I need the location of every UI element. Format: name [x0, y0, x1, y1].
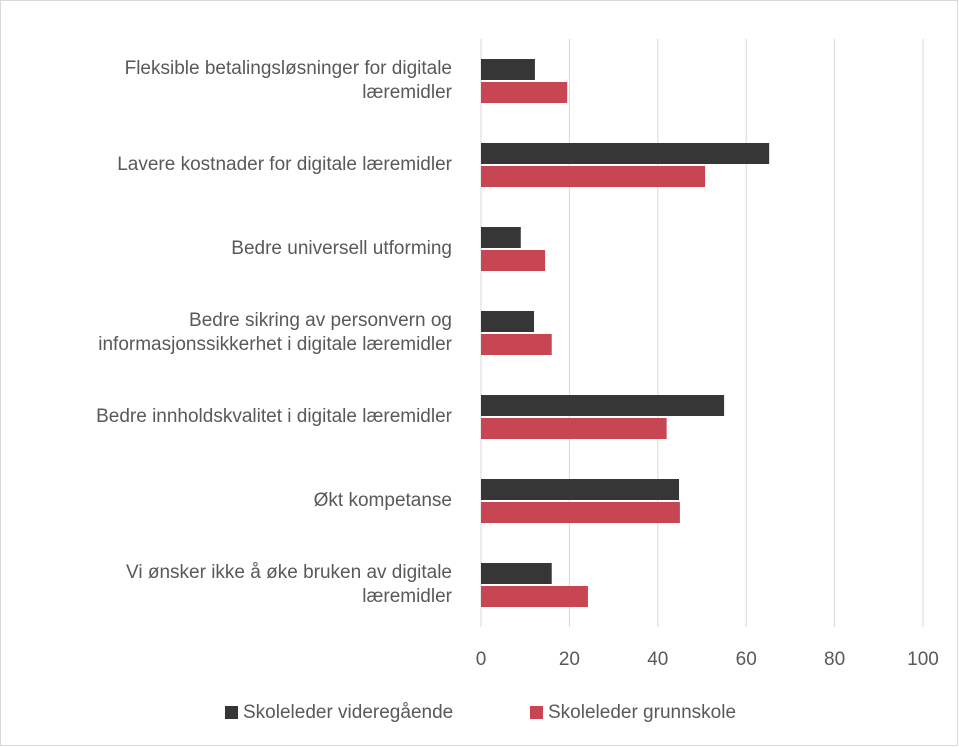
y-tick-label: Vi ønsker ikke å øke bruken av digitale l…	[126, 562, 453, 607]
bar	[481, 502, 680, 523]
y-tick-label: Bedre universell utforming	[231, 238, 452, 259]
legend-label: Skoleleder grunnskole	[548, 702, 736, 723]
bar	[481, 250, 546, 271]
bar	[481, 227, 521, 248]
y-tick-label: Bedre innholdskvalitet i digitale læremi…	[96, 406, 453, 427]
y-tick-label: Fleksible betalingsløsninger for digital…	[125, 58, 453, 103]
x-tick-label: 100	[907, 649, 939, 670]
x-tick-label: 40	[647, 649, 668, 670]
x-tick-label: 60	[736, 649, 757, 670]
x-tick-label: 20	[559, 649, 580, 670]
y-tick-label: Bedre sikring av personvern og informasjo…	[98, 310, 452, 355]
bar	[481, 395, 725, 416]
y-tick-label: Lavere kostnader for digitale læremidler	[117, 154, 452, 175]
bar	[481, 82, 568, 103]
bar	[481, 479, 680, 500]
bar	[481, 586, 588, 607]
legend-label: Skoleleder videregående	[243, 702, 453, 723]
bar	[481, 59, 535, 80]
x-tick-label: 0	[476, 649, 487, 670]
bar	[481, 166, 706, 187]
legend-swatch	[225, 706, 238, 719]
x-tick-label: 80	[824, 649, 845, 670]
y-tick-label: Økt kompetanse	[314, 490, 452, 511]
bar	[481, 143, 770, 164]
bar	[481, 418, 667, 439]
bar	[481, 563, 552, 584]
legend-swatch	[530, 706, 543, 719]
bar	[481, 334, 552, 355]
bar	[481, 311, 535, 332]
